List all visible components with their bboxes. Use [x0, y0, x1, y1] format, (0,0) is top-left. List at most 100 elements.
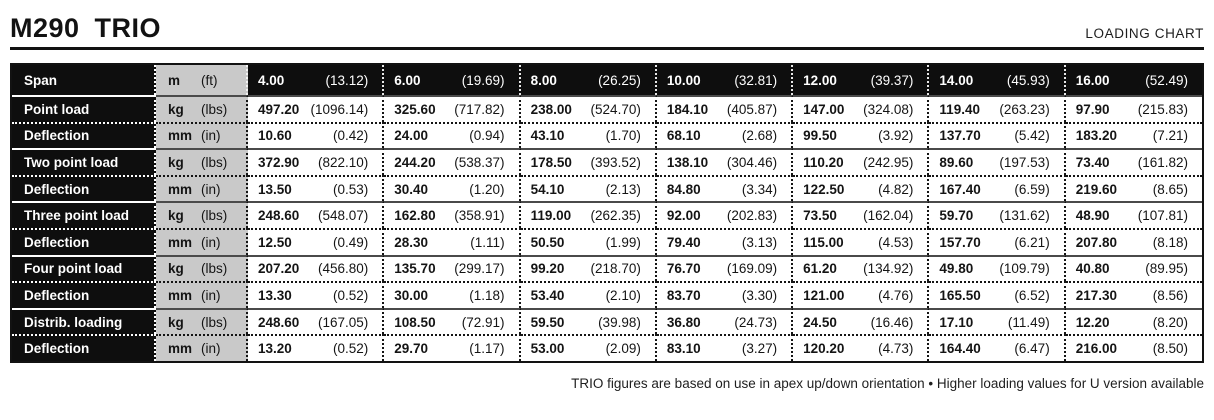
value-metric: 59.50: [530, 314, 565, 330]
value-imperial: (4.82): [878, 181, 914, 197]
value-metric: 97.90: [1075, 101, 1110, 117]
unit-metric: mm: [168, 287, 193, 303]
unit-metric: kg: [168, 208, 184, 224]
table-row: Deflection mm (in) 10.60 (0.42) 24.00 (0.94) 43…: [12, 121, 1202, 149]
value-metric: 207.80: [1075, 234, 1117, 250]
value-metric: 53.40: [530, 287, 565, 303]
value-imperial: (16.46): [870, 314, 914, 330]
value-metric: 73.40: [1075, 154, 1110, 170]
value-cell: 92.00 (202.83): [656, 201, 794, 228]
value-imperial: (0.49): [333, 234, 369, 250]
row-label: Deflection: [12, 121, 156, 149]
value-imperial: (89.95): [1145, 261, 1188, 277]
value-metric: 50.50: [530, 234, 565, 250]
unit-metric: mm: [168, 341, 193, 357]
value-cell: 76.70 (169.09): [656, 254, 794, 282]
value-imperial: (8.18): [1152, 234, 1188, 250]
value-metric: 147.00: [803, 101, 845, 117]
value-metric: 17.10: [939, 314, 974, 330]
value-imperial: (0.94): [469, 128, 505, 144]
value-imperial: (0.52): [333, 287, 369, 303]
row-unit: kg (lbs): [156, 95, 248, 122]
value-cell: 14.00 (45.93): [929, 65, 1066, 95]
unit-imperial: (lbs): [201, 261, 228, 277]
table-row: Three point load kg (lbs) 248.60 (548.07) 162…: [12, 201, 1202, 228]
value-imperial: (1.18): [469, 287, 505, 303]
value-imperial: (1.17): [469, 341, 505, 357]
row-unit: kg (lbs): [156, 307, 248, 335]
value-metric: 165.50: [939, 287, 981, 303]
value-metric: 92.00: [666, 208, 701, 224]
value-cell: 238.00 (524.70): [520, 95, 657, 122]
value-imperial: (39.37): [870, 72, 914, 88]
value-cell: 108.50 (72.91): [384, 307, 521, 335]
value-cell: 13.20 (0.52): [248, 334, 385, 361]
value-imperial: (1.11): [470, 234, 505, 250]
row-label: Three point load: [12, 201, 156, 228]
value-cell: 244.20 (538.37): [384, 148, 521, 175]
table-row: Four point load kg (lbs) 207.20 (456.80) 135.…: [12, 254, 1202, 282]
value-cell: 164.40 (6.47): [929, 334, 1066, 361]
value-metric: 13.50: [258, 181, 292, 197]
value-imperial: (1.20): [469, 181, 505, 197]
value-imperial: (3.13): [741, 234, 778, 250]
value-metric: 40.80: [1075, 261, 1110, 277]
value-cell: 83.10 (3.27): [656, 334, 794, 361]
value-imperial: (2.10): [605, 287, 641, 303]
value-cell: 372.90 (822.10): [248, 148, 385, 175]
value-metric: 59.70: [939, 208, 974, 224]
value-cell: 497.20 (1096.14): [248, 95, 385, 122]
value-cell: 183.20 (7.21): [1065, 121, 1202, 149]
value-cell: 119.00 (262.35): [520, 201, 657, 228]
value-cell: 48.90 (107.81): [1065, 201, 1202, 228]
value-imperial: (202.83): [726, 208, 778, 224]
row-unit: mm (in): [156, 174, 248, 202]
value-cell: 121.00 (4.76): [793, 281, 930, 308]
value-cell: 147.00 (324.08): [793, 95, 930, 122]
loading-table: Span m (ft) 4.00 (13.12) 6.00 (19.69) 8.00 (26.2…: [10, 63, 1204, 363]
value-imperial: (6.59): [1014, 181, 1050, 197]
value-cell: 84.80 (3.34): [656, 174, 794, 202]
value-metric: 13.20: [258, 341, 292, 357]
value-cell: 207.80 (8.18): [1065, 227, 1202, 255]
unit-imperial: (in): [201, 181, 221, 197]
value-cell: 24.50 (16.46): [793, 307, 930, 335]
value-imperial: (0.52): [333, 341, 369, 357]
value-imperial: (1.70): [605, 128, 641, 144]
value-cell: 12.00 (39.37): [793, 65, 930, 95]
value-imperial: (2.09): [605, 341, 641, 357]
unit-metric: mm: [168, 128, 193, 144]
row-unit: mm (in): [156, 334, 248, 361]
row-label: Deflection: [12, 227, 156, 255]
unit-imperial: (in): [201, 341, 221, 357]
value-cell: 110.20 (242.95): [793, 148, 930, 175]
value-metric: 8.00: [530, 72, 557, 88]
value-metric: 14.00: [939, 72, 974, 88]
value-imperial: (109.79): [999, 261, 1050, 277]
value-imperial: (6.47): [1014, 341, 1050, 357]
value-metric: 120.20: [803, 341, 845, 357]
value-metric: 183.20: [1075, 128, 1117, 144]
value-imperial: (162.04): [863, 208, 914, 224]
row-label: Four point load: [12, 254, 156, 282]
value-imperial: (299.17): [454, 261, 505, 277]
value-imperial: (13.12): [325, 72, 369, 88]
value-imperial: (7.21): [1152, 128, 1188, 144]
row-unit: mm (in): [156, 121, 248, 149]
value-imperial: (3.30): [741, 287, 778, 303]
table-row: Deflection mm (in) 12.50 (0.49) 28.30 (1.11) 50…: [12, 227, 1202, 255]
value-metric: 24.00: [394, 128, 429, 144]
value-cell: 53.40 (2.10): [520, 281, 657, 308]
value-imperial: (8.65): [1152, 181, 1188, 197]
value-metric: 216.00: [1075, 341, 1117, 357]
value-cell: 16.00 (52.49): [1065, 65, 1202, 95]
value-metric: 497.20: [258, 101, 300, 117]
value-metric: 184.10: [666, 101, 709, 117]
header-rule: [10, 47, 1204, 50]
value-metric: 122.50: [803, 181, 845, 197]
value-metric: 83.10: [666, 341, 701, 357]
value-metric: 137.70: [939, 128, 981, 144]
value-imperial: (8.56): [1152, 287, 1188, 303]
table-row: Point load kg (lbs) 497.20 (1096.14) 325.60 (7…: [12, 95, 1202, 122]
